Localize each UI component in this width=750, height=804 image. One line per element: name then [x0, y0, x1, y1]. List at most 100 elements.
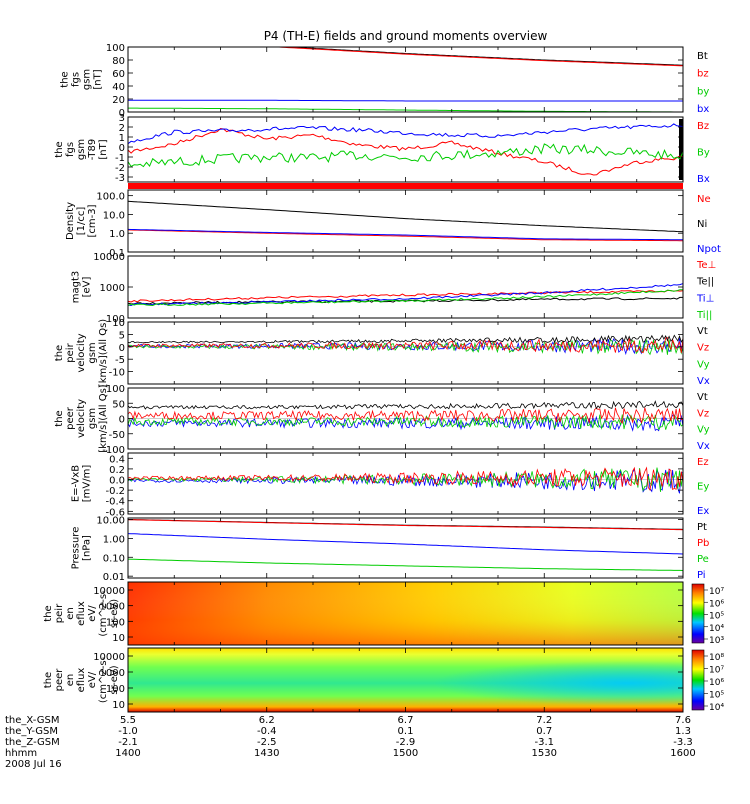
- y-axis-label-line: the: [54, 345, 65, 361]
- plot-date: 2008 Jul 16: [5, 759, 62, 770]
- panel-10: 10⁸ 10⁷ 10⁶ 10⁵ 10⁴ 10000 1000 100 10 the peer en ef…: [43, 647, 724, 713]
- legend-bx: bx: [697, 104, 709, 115]
- y-axis-label-line: the: [54, 410, 65, 426]
- y-tick-label: 100: [106, 617, 125, 628]
- legend-bz: bz: [697, 69, 709, 80]
- xaxis-value: 0.1: [398, 726, 414, 737]
- y-tick-label: 0: [119, 143, 125, 154]
- legend-vt: Vt: [697, 326, 708, 337]
- series-bx-line: [128, 123, 683, 145]
- series-ez-line: [128, 466, 683, 492]
- y-tick-label: -50: [109, 430, 125, 441]
- xaxis-row-label: the_X-GSM: [5, 715, 59, 726]
- colorbar-tick-label: 10⁵: [709, 691, 724, 701]
- y-axis-label-line: en: [65, 607, 76, 620]
- series-ni-line: [128, 200, 683, 233]
- y-axis-label-line: [km/s](All Qs): [98, 384, 109, 452]
- y-axis-label-line: the: [43, 605, 54, 621]
- y-tick-label: 0.10: [103, 553, 125, 564]
- y-axis-label-line: [mV/m]: [82, 465, 93, 503]
- y-axis-label-line: (cm^2-s-: [98, 590, 109, 637]
- legend-npot: Npot: [697, 244, 721, 255]
- panel-frame: [127, 321, 684, 385]
- y-axis-label-line: gsm: [87, 342, 98, 363]
- panel-8: 10.00 1.00 0.10 0.01 Pressure [nPa] Pt Pb Pe Pi: [71, 515, 710, 583]
- xaxis-value: -2.1: [118, 737, 138, 748]
- series-te-line: [128, 289, 683, 303]
- y-tick-label: 10: [112, 318, 125, 329]
- y-axis-label-line: eV/: [87, 605, 98, 622]
- y-tick-label: 20: [112, 95, 125, 106]
- panel-3: 100.0 10.0 1.0 0.1 Density [1/cc] [cm-3] Ne Ni Np…: [65, 189, 721, 259]
- legend-pi: Pi: [697, 570, 706, 581]
- xaxis-value: -3.1: [534, 737, 554, 748]
- legend-vy: Vy: [697, 425, 710, 436]
- legend-ni: Ni: [697, 219, 707, 230]
- y-axis-label-line: -T89: [87, 139, 98, 161]
- y-axis-label-line: E=-VxB: [71, 465, 82, 502]
- panel-7: 0.40.20.0-0.2-0.4-0.6 E=-VxB [mV/m] Ez Ey Ex: [71, 452, 709, 518]
- y-tick-label: -3: [115, 173, 125, 184]
- xaxis-value: 1530: [532, 748, 557, 759]
- ion-spectrogram-shade: [128, 582, 683, 645]
- y-axis-label-line: peir: [65, 342, 76, 362]
- y-axis-label-line: [eV]: [82, 277, 93, 298]
- legend-by: by: [697, 86, 709, 97]
- y-tick-label: -0.6: [105, 507, 125, 518]
- xaxis-value: -2.9: [396, 737, 416, 748]
- y-tick-label: 10.0: [103, 210, 125, 221]
- xaxis-value: -2.5: [257, 737, 277, 748]
- colorbar-tick-label: 10⁷: [709, 666, 724, 676]
- y-tick-label: 1000: [100, 602, 125, 613]
- y-tick-label: 0: [119, 343, 125, 354]
- y-axis-label-line: en: [65, 674, 76, 687]
- y-tick-label: 100.0: [96, 192, 125, 203]
- y-tick-label: 1.0: [109, 229, 125, 240]
- y-tick-label: 1.00: [103, 534, 125, 545]
- xaxis-row-label: the_Y-GSM: [5, 726, 58, 737]
- series-vz-line: [128, 336, 683, 354]
- y-tick-label: -10: [109, 368, 125, 379]
- y-tick-label: 3: [119, 113, 125, 124]
- y-axis-label-line: fgs: [71, 72, 82, 87]
- legend-ti: Ti||: [696, 310, 712, 321]
- y-tick-label: 100: [106, 684, 125, 695]
- y-tick-label: 0.0: [109, 476, 125, 487]
- y-tick-label: 50: [112, 399, 125, 410]
- y-tick-label: 10000: [93, 652, 125, 663]
- y-axis-label-line: the: [54, 141, 65, 157]
- legend-bz: Bz: [697, 121, 709, 132]
- legend-ez: Ez: [697, 457, 709, 468]
- panel-frame: [127, 46, 684, 113]
- y-axis-label-line: peir: [54, 603, 65, 623]
- colorbar-tick-label: 10³: [709, 636, 724, 646]
- y-axis-label-line: Pressure: [71, 527, 82, 570]
- legend-ti: Ti⊥: [696, 293, 714, 304]
- y-axis-label-line: the: [43, 672, 54, 688]
- legend-ey: Ey: [697, 482, 709, 493]
- y-tick-label: -0.2: [105, 486, 125, 497]
- legend-pt: Pt: [697, 522, 707, 533]
- y-tick-label: 10.00: [96, 515, 125, 526]
- panel-9: 10⁷ 10⁶ 10⁵ 10⁴ 10³ 10000 1000 100 10 the peir en ef…: [43, 581, 724, 646]
- series-pb-line: [128, 519, 683, 531]
- y-tick-label: -5: [115, 355, 125, 366]
- y-axis-label-line: [nPa]: [82, 535, 93, 561]
- y-axis-label-line: gsm: [76, 139, 87, 160]
- y-axis-label-line: [nT]: [98, 139, 109, 159]
- legend-vz: Vz: [697, 343, 709, 354]
- plot-title: P4 (TH-E) fields and ground moments over…: [264, 29, 548, 43]
- y-tick-label: 1000: [100, 668, 125, 679]
- y-tick-label: 100: [106, 314, 125, 325]
- y-tick-label: 80: [112, 56, 125, 67]
- series-vt-line: [128, 334, 683, 344]
- series-vx-line: [128, 338, 683, 356]
- y-tick-label: 0.2: [109, 465, 125, 476]
- y-axis-label-line: [km/s](All Qs): [98, 319, 109, 387]
- series-vt-line: [128, 400, 683, 410]
- xaxis-value: 6.2: [259, 715, 275, 726]
- y-axis-label-line: sr-eV): [109, 665, 120, 694]
- legend-vt: Vt: [697, 392, 708, 403]
- legend-vy: Vy: [697, 359, 710, 370]
